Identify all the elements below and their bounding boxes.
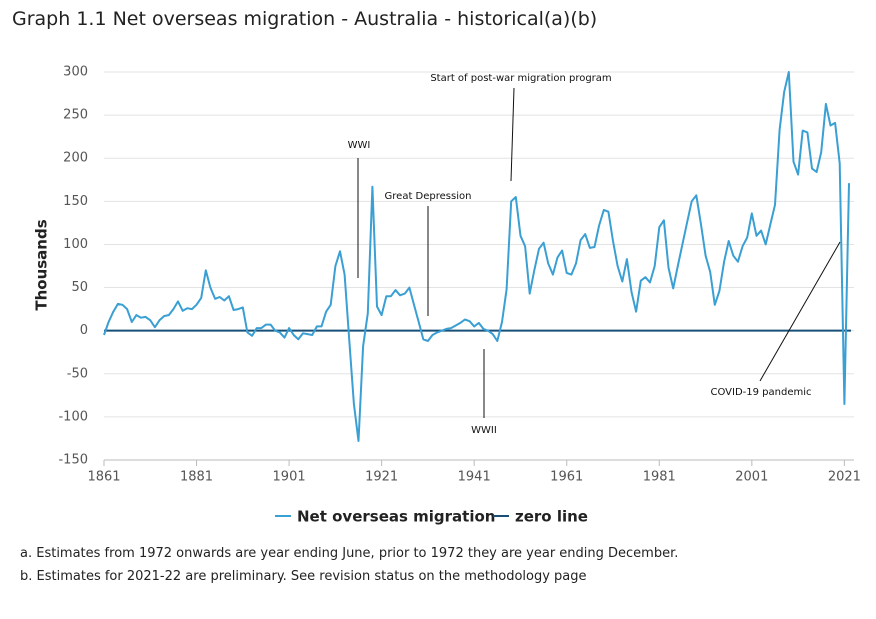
x-tick-label: 1921 bbox=[365, 470, 398, 485]
x-tick-label: 2001 bbox=[735, 470, 768, 485]
y-tick-label: 250 bbox=[63, 108, 88, 123]
y-tick-label: 100 bbox=[63, 237, 88, 252]
footnote: a. Estimates from 1972 onwards are year … bbox=[20, 546, 679, 561]
x-tick-label: 1941 bbox=[458, 470, 491, 485]
legend-label: zero line bbox=[515, 508, 588, 526]
x-tick-label: 1981 bbox=[643, 470, 676, 485]
annotation: Start of post-war migration program bbox=[430, 73, 611, 84]
x-tick-label: 1881 bbox=[180, 470, 213, 485]
y-axis-label: Thousands bbox=[33, 219, 51, 310]
y-tick-label: 150 bbox=[63, 194, 88, 209]
x-tick-label: 1901 bbox=[273, 470, 306, 485]
y-tick-label: -100 bbox=[58, 409, 88, 424]
annotation: Great Depression bbox=[385, 191, 472, 202]
annotation: WWII bbox=[471, 425, 497, 436]
y-tick-label: 50 bbox=[71, 280, 88, 295]
y-tick-label: -50 bbox=[67, 366, 88, 381]
y-tick-label: 200 bbox=[63, 151, 88, 166]
y-tick-label: 300 bbox=[63, 65, 88, 80]
annotation: WWI bbox=[348, 140, 371, 151]
y-tick-label: 0 bbox=[80, 323, 88, 338]
annotation-line bbox=[510, 87, 515, 182]
x-tick-label: 2021 bbox=[828, 470, 861, 485]
chart-title: Graph 1.1 Net overseas migration - Austr… bbox=[12, 8, 598, 30]
x-tick-label: 1961 bbox=[550, 470, 583, 485]
chart: -150 -100 -50 0 50 100 150 200 250 300 1861 1881 190… bbox=[33, 65, 861, 526]
annotation-line bbox=[759, 241, 841, 382]
series-line bbox=[103, 71, 850, 442]
footnote: b. Estimates for 2021-22 are preliminary… bbox=[20, 569, 587, 584]
legend-label: Net overseas migration bbox=[297, 508, 495, 526]
x-tick-label: 1861 bbox=[87, 470, 120, 485]
annotation: COVID-19 pandemic bbox=[710, 387, 811, 398]
y-tick-label: -150 bbox=[58, 453, 88, 468]
